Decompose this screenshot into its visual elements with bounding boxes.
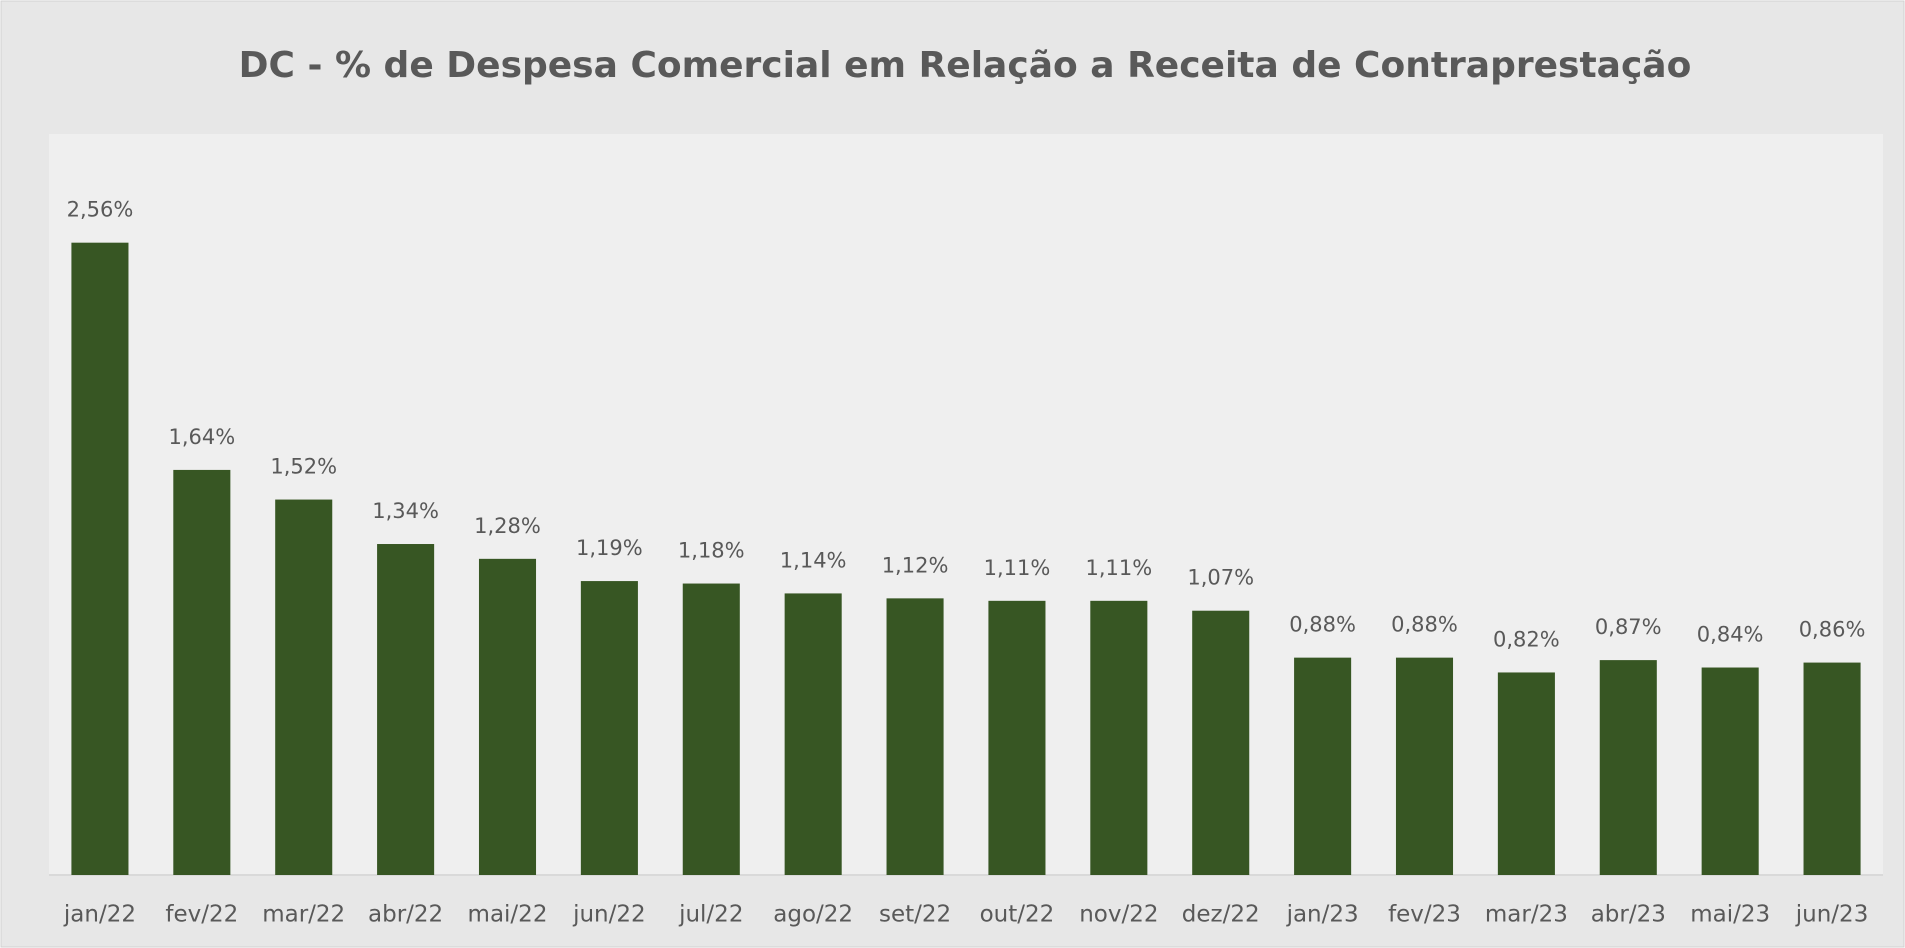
x-tick-label: jul/22	[678, 902, 743, 928]
data-label: 0,82%	[1493, 627, 1560, 651]
data-label: 1,07%	[1187, 566, 1254, 590]
x-tick-label: mar/22	[262, 902, 345, 928]
x-tick-label: nov/22	[1079, 902, 1158, 928]
x-tick-label: fev/22	[165, 902, 238, 928]
bar	[886, 598, 944, 875]
x-tick-label: mar/23	[1485, 902, 1568, 928]
bar	[1395, 657, 1454, 875]
data-label: 0,86%	[1799, 618, 1866, 642]
data-label: 1,52%	[270, 455, 337, 479]
data-label: 0,88%	[1391, 613, 1458, 637]
x-tick-label: mai/23	[1690, 902, 1770, 928]
bar	[71, 242, 129, 875]
x-tick-label: jan/23	[1286, 902, 1359, 928]
bar	[1701, 667, 1759, 875]
bar	[1090, 600, 1148, 875]
x-tick-label: jan/22	[63, 902, 136, 928]
plot-area	[49, 134, 1883, 875]
data-label: 1,64%	[168, 425, 235, 449]
data-label: 1,34%	[372, 499, 439, 523]
chart-title: DC - % de Despesa Comercial em Relação a…	[239, 45, 1692, 86]
bar	[1599, 660, 1657, 875]
x-tick-label: ago/22	[773, 902, 853, 928]
x-tick-label: fev/23	[1388, 902, 1461, 928]
data-label: 0,87%	[1595, 615, 1662, 639]
data-label: 1,11%	[1085, 556, 1152, 580]
bar	[478, 558, 537, 875]
bar	[275, 499, 333, 875]
bar	[682, 583, 740, 875]
x-tick-label: jun/22	[572, 902, 646, 928]
data-label: 1,18%	[678, 539, 745, 563]
data-label: 1,14%	[780, 548, 847, 572]
x-tick-label: jun/23	[1795, 902, 1869, 928]
data-label: 1,12%	[882, 553, 949, 577]
x-tick-label: abr/22	[368, 902, 443, 928]
x-tick-label: mai/22	[468, 902, 548, 928]
x-tick-label: out/22	[980, 902, 1055, 928]
bar	[1803, 662, 1861, 875]
data-label: 1,19%	[576, 536, 643, 560]
data-label: 0,88%	[1289, 613, 1356, 637]
bar	[988, 600, 1046, 875]
bar	[377, 544, 435, 875]
bar	[784, 593, 842, 875]
bar	[1294, 657, 1352, 875]
bar	[1192, 610, 1250, 875]
bar	[580, 581, 638, 875]
bar	[1497, 672, 1555, 875]
data-label: 0,84%	[1697, 623, 1764, 647]
data-label: 2,56%	[67, 198, 134, 222]
x-tick-label: dez/22	[1182, 902, 1260, 928]
x-tick-label: set/22	[879, 902, 951, 928]
data-label: 1,28%	[474, 514, 541, 538]
x-tick-label: abr/23	[1591, 902, 1666, 928]
bar	[173, 469, 231, 875]
data-label: 1,11%	[984, 556, 1051, 580]
